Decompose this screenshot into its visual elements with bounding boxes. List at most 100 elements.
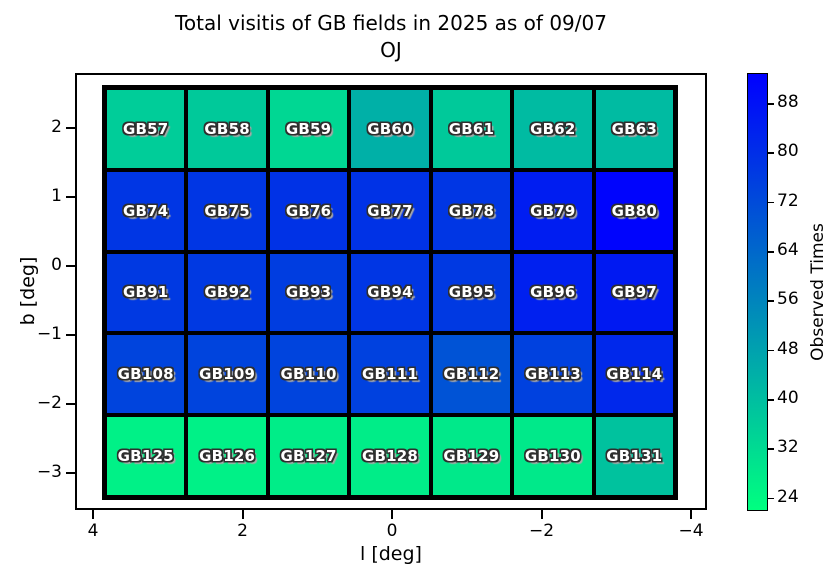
- heatmap-cell-gb113: GB113: [514, 335, 592, 414]
- heatmap-cell-gb62: GB62: [514, 90, 592, 168]
- cell-label: GB60: [367, 119, 413, 138]
- cell-label: GB92: [204, 283, 250, 302]
- cell-label: GB95: [448, 283, 495, 302]
- heatmap-cell-gb126: GB126: [188, 417, 266, 495]
- y-axis-label: b [deg]: [17, 256, 39, 326]
- y-tick-label: 2: [51, 117, 62, 137]
- cell-label: GB128: [361, 447, 419, 466]
- x-tick-mark: [241, 510, 244, 519]
- heatmap-cell-gb94: GB94: [351, 253, 429, 332]
- cell-label: GB131: [606, 447, 663, 466]
- colorbar-tick-mark: [768, 398, 774, 401]
- colorbar-tick-mark: [768, 448, 774, 451]
- cell-label: GB129: [443, 447, 500, 466]
- x-tick-mark: [540, 510, 543, 519]
- heatmap-cell-gb61: GB61: [432, 90, 511, 168]
- colorbar-tick-label: 80: [777, 141, 799, 162]
- y-tick-label: −1: [36, 324, 62, 344]
- cell-label: GB111: [361, 365, 419, 384]
- heatmap-cell-gb109: GB109: [188, 335, 266, 414]
- heatmap-cell-gb128: GB128: [351, 417, 429, 495]
- x-tick-mark: [391, 510, 393, 519]
- y-tick-label: −2: [36, 393, 62, 413]
- x-tick-label: −4: [678, 521, 704, 541]
- colorbar-label: Observed Times: [808, 223, 828, 361]
- heatmap-cell-gb108: GB108: [107, 335, 185, 414]
- cell-label: GB74: [123, 201, 169, 220]
- y-tick-mark: [66, 196, 75, 198]
- cell-label: GB126: [199, 447, 256, 466]
- heatmap-cell-gb129: GB129: [432, 417, 511, 495]
- colorbar-tick-mark: [768, 102, 774, 105]
- cell-label: GB58: [204, 119, 250, 138]
- heatmap-cell-gb79: GB79: [514, 171, 592, 250]
- heatmap-cell-gb92: GB92: [188, 253, 266, 332]
- cell-label: GB61: [448, 119, 495, 138]
- cell-label: GB78: [448, 201, 495, 220]
- colorbar-tick-label: 24: [777, 486, 799, 507]
- colorbar-tick-mark: [768, 201, 774, 204]
- colorbar-tick-mark: [768, 300, 774, 303]
- heatmap-cell-gb112: GB112: [432, 335, 511, 414]
- heatmap-cell-gb58: GB58: [188, 90, 266, 168]
- heatmap-cell-gb93: GB93: [269, 253, 348, 332]
- cell-label: GB112: [443, 365, 500, 384]
- cell-label: GB91: [123, 283, 169, 302]
- heatmap-cell-gb63: GB63: [595, 90, 673, 168]
- heatmap-cell-gb114: GB114: [595, 335, 673, 414]
- colorbar-tick-mark: [768, 152, 774, 154]
- heatmap-cell-gb111: GB111: [351, 335, 429, 414]
- heatmap-cell-gb125: GB125: [107, 417, 185, 495]
- heatmap-cell-gb130: GB130: [514, 417, 592, 495]
- heatmap-cell-gb97: GB97: [595, 253, 673, 332]
- heatmap-cell-gb75: GB75: [188, 171, 266, 250]
- colorbar-tick-label: 32: [777, 437, 799, 458]
- cell-label: GB79: [530, 201, 576, 220]
- cell-label: GB57: [123, 119, 169, 138]
- colorbar-tick-label: 48: [777, 338, 799, 359]
- y-tick-mark: [66, 472, 75, 474]
- colorbar-tick-label: 72: [777, 190, 799, 211]
- x-tick-label: 2: [237, 521, 248, 541]
- cell-label: GB130: [524, 447, 581, 466]
- x-tick-label: −2: [528, 521, 555, 541]
- cell-label: GB127: [280, 447, 337, 466]
- heatmap-cell-gb60: GB60: [351, 90, 429, 168]
- colorbar-tick-label: 64: [777, 239, 799, 260]
- cell-label: GB62: [530, 119, 576, 138]
- chart-title: Total visitis of GB fields in 2025 as of…: [75, 10, 707, 64]
- heatmap-cell-gb76: GB76: [269, 171, 348, 250]
- x-tick-mark: [92, 510, 94, 519]
- colorbar-tick-label: 88: [777, 91, 799, 112]
- heatmap-cell-gb96: GB96: [514, 253, 592, 332]
- cell-label: GB108: [117, 365, 174, 384]
- y-tick-label: −3: [36, 462, 62, 482]
- x-tick-mark: [690, 510, 692, 519]
- x-tick-label: 0: [386, 521, 398, 541]
- heatmap-cell-gb95: GB95: [432, 253, 511, 332]
- cell-label: GB59: [285, 119, 332, 138]
- heatmap-cell-gb131: GB131: [595, 417, 673, 495]
- cell-label: GB114: [606, 365, 663, 384]
- colorbar-tick-label: 40: [777, 387, 799, 408]
- cell-label: GB113: [524, 365, 581, 384]
- cell-label: GB96: [530, 283, 576, 302]
- cell-label: GB75: [204, 201, 250, 220]
- colorbar-tick-mark: [768, 349, 774, 352]
- heatmap-cell-gb57: GB57: [107, 90, 185, 168]
- x-axis-label: l [deg]: [360, 543, 422, 565]
- heatmap-cell-gb110: GB110: [269, 335, 348, 414]
- cell-label: GB94: [367, 283, 413, 302]
- heatmap-cell-gb127: GB127: [269, 417, 348, 495]
- colorbar-tick-mark: [768, 497, 774, 500]
- cell-label: GB110: [280, 365, 337, 384]
- cell-label: GB109: [199, 365, 256, 384]
- chart-title-line1: Total visitis of GB fields in 2025 as of…: [175, 11, 607, 35]
- heatmap-cell-gb78: GB78: [432, 171, 511, 250]
- cell-label: GB93: [285, 283, 332, 302]
- cell-label: GB76: [285, 201, 332, 220]
- y-tick-mark: [66, 403, 75, 405]
- heatmap-grid: GB57 GB58 GB59 GB60 GB61 GB62 GB63 GB74 GB75 GB76…: [102, 85, 678, 500]
- x-tick-label: 4: [87, 521, 99, 541]
